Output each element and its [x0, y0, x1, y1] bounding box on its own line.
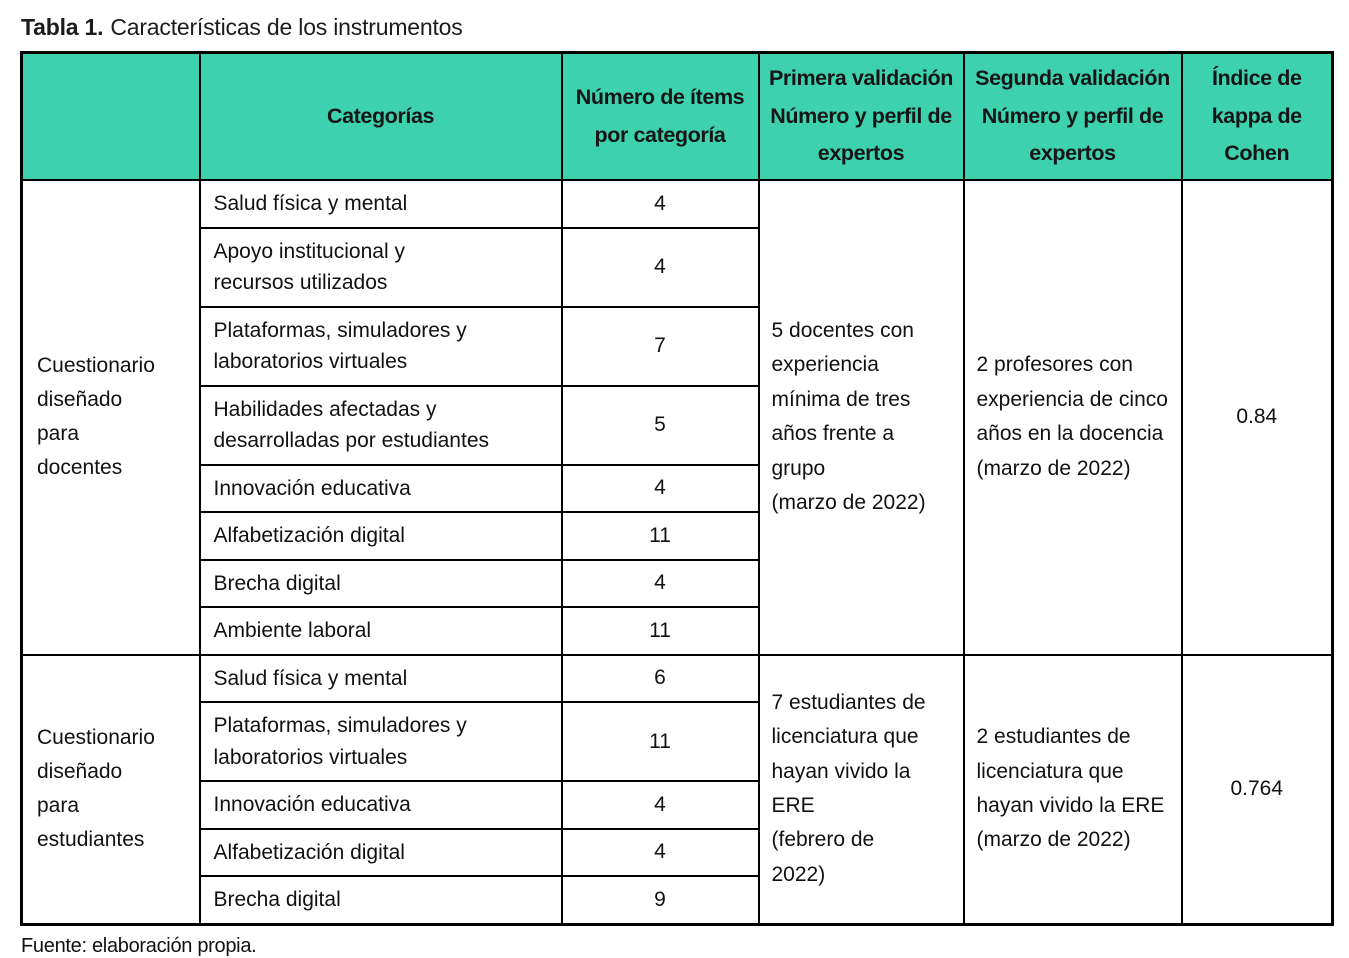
items-count-cell: 4 [560, 226, 760, 308]
table-title-label: Tabla 1. [21, 14, 104, 40]
segunda-validacion-docentes: 2 profesores con experiencia de cinco añ… [962, 179, 1183, 656]
table-row: Habilidades afectadas y desarrolladas po… [22, 384, 1333, 466]
items-count-cell: 4 [560, 780, 760, 830]
header-cell-kappa: Índice de kappa de Cohen [1180, 51, 1334, 181]
items-count-cell: 4 [560, 558, 760, 608]
table-row: Plataformas, simuladores y laboratorios … [22, 305, 1333, 387]
category-cell: Apoyo institucional y recursos utilizado… [198, 226, 563, 308]
category-cell: Habilidades afectadas y desarrolladas po… [198, 384, 563, 466]
kappa-docentes: 0.84 [1180, 179, 1334, 656]
header-cell-primera-validacion: Primera validación Número y perfil de ex… [757, 51, 965, 181]
segunda-validacion-estudiantes: 2 estudiantes de licenciatura que hayan … [962, 653, 1183, 925]
table-row: Cuestionario diseñado para estudiantes S… [20, 653, 1334, 925]
items-count-cell: 7 [560, 305, 760, 387]
table-row: Brecha digital 9 [22, 875, 1333, 925]
items-count-cell: 4 [560, 179, 760, 229]
items-count-cell: 11 [560, 511, 760, 561]
group-label-estudiantes: Cuestionario diseñado para estudiantes [20, 653, 201, 925]
instruments-table: Categorías Número de ítems por categoría… [20, 51, 1334, 926]
primera-validacion-estudiantes: 7 estudiantes de licenciatura que hayan … [757, 653, 965, 925]
header-row: Categorías Número de ítems por categoría… [20, 51, 1334, 181]
items-count-cell: 11 [560, 606, 760, 656]
table-row: Cuestionario diseñado para docentes Salu… [20, 179, 1334, 656]
table-row: Brecha digital 4 [22, 558, 1333, 608]
table-title: Tabla 1. Características de los instrumen… [21, 14, 1349, 41]
group-label-docentes: Cuestionario diseñado para docentes [20, 179, 201, 656]
primera-validacion-docentes: 5 docentes con experiencia mínima de tre… [757, 179, 965, 656]
kappa-estudiantes: 0.764 [1180, 653, 1334, 925]
items-count-cell: 6 [560, 653, 760, 703]
category-cell: Alfabetización digital [198, 511, 563, 561]
table-row: Alfabetización digital 4 [22, 827, 1333, 877]
items-count-cell: 4 [560, 463, 760, 513]
table-row: Apoyo institucional y recursos utilizado… [22, 226, 1333, 308]
category-cell: Ambiente laboral [198, 606, 563, 656]
category-cell: Salud física y mental [198, 653, 563, 703]
header-cell-segunda-validacion: Segunda validación Número y perfil de ex… [962, 51, 1183, 181]
table-row: Innovación educativa 4 [22, 463, 1333, 513]
category-cell: Innovación educativa [198, 463, 563, 513]
table-row: Ambiente laboral 11 [22, 606, 1333, 656]
table-row: Alfabetización digital 11 [22, 511, 1333, 561]
table-title-text: Características de los instrumentos [110, 14, 463, 40]
category-cell: Brecha digital [198, 875, 563, 925]
category-cell: Innovación educativa [198, 780, 563, 830]
category-cell: Plataformas, simuladores y laboratorios … [198, 305, 563, 387]
category-cell: Salud física y mental [198, 179, 563, 229]
table-source-note: Fuente: elaboración propia. [21, 934, 257, 957]
items-count-cell: 5 [560, 384, 760, 466]
items-count-cell: 4 [560, 827, 760, 877]
table-body: Cuestionario diseñado para docentes Salu… [20, 179, 1334, 925]
header-cell-num-items: Número de ítems por categoría [560, 51, 760, 181]
category-cell: Alfabetización digital [198, 827, 563, 877]
category-cell: Plataformas, simuladores y laboratorios … [198, 701, 563, 782]
table-row: Innovación educativa 4 [22, 780, 1333, 830]
table-header: Categorías Número de ítems por categoría… [20, 51, 1334, 181]
category-cell: Brecha digital [198, 558, 563, 608]
header-cell-group [20, 51, 201, 181]
items-count-cell: 9 [560, 875, 760, 925]
header-cell-categorias: Categorías [198, 51, 563, 181]
items-count-cell: 11 [560, 701, 760, 782]
table-row: Plataformas, simuladores y laboratorios … [22, 701, 1333, 782]
